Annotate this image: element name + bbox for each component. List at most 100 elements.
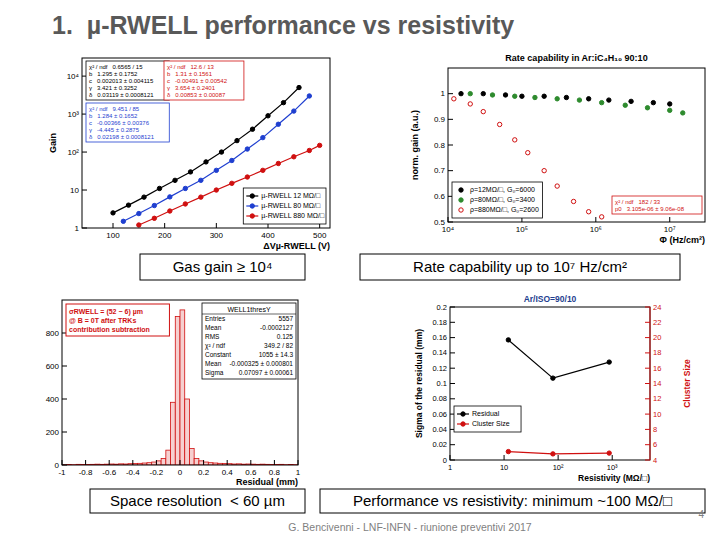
legend-label: ρ=12MΩ/□, G₀=6000 — [470, 186, 535, 194]
data-point — [668, 102, 672, 106]
stats-label: Constant — [205, 351, 231, 358]
data-point — [183, 186, 187, 190]
y-tick-label: 1 — [441, 89, 446, 98]
stats-value: 349.2 / 82 — [264, 342, 293, 349]
legend-label: Cluster Size — [472, 420, 510, 427]
fit-box-line: b 1.31 ± 0.1561 — [167, 71, 213, 77]
plot-bg — [450, 307, 650, 460]
data-point — [577, 98, 581, 102]
y-tick-label: 0.14 — [432, 348, 447, 357]
fit-box-line: c 0.002013 ± 0.004115 — [89, 78, 154, 84]
x-tick — [180, 460, 181, 465]
y-tick — [62, 366, 67, 367]
y-tick-label: 800 — [46, 329, 60, 338]
y-tick-label: 10⁴ — [67, 72, 80, 81]
y-tick-label: 0.9 — [434, 115, 446, 124]
legend-marker — [461, 412, 465, 416]
x-tick — [250, 460, 251, 465]
data-point — [307, 148, 311, 152]
y2-tick-label: 12 — [653, 394, 661, 403]
y-tick-label: 10 — [70, 186, 79, 195]
hist-bar — [194, 458, 199, 465]
x-tick-label: -0.6 — [102, 468, 116, 477]
chart: 10020030040050011010²10³10⁴ΔVµ-RWELL (V)… — [48, 58, 330, 251]
data-point — [214, 168, 218, 172]
x-axis-label: ΔVµ-RWELL (V) — [263, 241, 330, 251]
data-point — [126, 203, 130, 207]
footer: G. Bencivenni - LNF-INFN - riunione prev… — [288, 521, 532, 533]
plot-bg — [62, 300, 298, 465]
data-point — [199, 178, 203, 182]
stats-label: Mean — [205, 360, 222, 367]
hist-bar — [171, 402, 176, 465]
fit-box — [86, 103, 169, 142]
data-point — [459, 91, 463, 95]
x-tick-label: 10⁵ — [516, 225, 528, 234]
y-tick-label: 0.5 — [434, 218, 446, 227]
data-point — [137, 211, 141, 215]
x-tick — [216, 223, 217, 228]
x-tick — [203, 460, 204, 465]
y-tick — [448, 119, 453, 120]
legend-marker — [461, 422, 465, 426]
x-tick-label: -0.2 — [150, 468, 164, 477]
x-tick-label: 200 — [158, 231, 172, 240]
caption-box — [320, 489, 705, 513]
y2-tick — [645, 414, 650, 415]
y-tick-label: 10³ — [67, 110, 79, 119]
data-point — [199, 195, 203, 199]
x-tick-label: 0.6 — [245, 468, 257, 477]
fit-box-line: b 1.284 ± 0.1652 — [89, 113, 138, 119]
x-tick-label: 400 — [261, 231, 275, 240]
slide: 1. µ-RWELL performance vs resistivityGas… — [0, 0, 720, 540]
data-point — [168, 195, 172, 199]
series-line — [508, 452, 609, 454]
x-tick — [164, 223, 165, 228]
caption: Gas gain ≥ 10⁴ — [173, 258, 273, 275]
data-point — [307, 94, 311, 98]
y2-tick-label: 8 — [653, 425, 657, 434]
hist-bar — [185, 399, 190, 465]
data-point — [555, 97, 559, 101]
y-tick — [450, 322, 455, 323]
data-point — [292, 155, 296, 159]
data-point — [297, 85, 301, 89]
hist-bar — [180, 310, 185, 465]
y2-tick — [645, 368, 650, 369]
y-tick — [82, 152, 87, 153]
legend-label: Residual — [472, 410, 500, 417]
x-tick-label: -0.4 — [126, 468, 140, 477]
y-tick-label: 0.06 — [432, 410, 447, 419]
data-point — [607, 360, 611, 364]
y-tick — [62, 432, 67, 433]
y-tick-label: 0.8 — [434, 141, 446, 150]
fit-box — [164, 61, 244, 100]
fit-box-line: δ 0.00853 ± 0.00087 — [167, 92, 226, 98]
chart-title: Ar/ISO=90/10 — [524, 294, 577, 304]
y-tick-label: 0.16 — [432, 333, 447, 342]
data-point — [542, 168, 546, 172]
x-tick — [612, 455, 613, 460]
x-tick-label: 0.2 — [198, 468, 210, 477]
y-tick-label: 0.02 — [432, 440, 447, 449]
data-point — [230, 158, 234, 162]
fit-box-line: χ² / ndf 12.6 / 13 — [167, 64, 215, 70]
caption-box — [360, 254, 680, 280]
y2-tick-label: 20 — [653, 333, 661, 342]
x-tick — [450, 455, 451, 460]
y-tick-label: 0 — [443, 456, 447, 465]
fit-box-line: c -0.00491 ± 0.00542 — [167, 78, 228, 84]
data-point — [276, 161, 280, 165]
chart: 11010²10³00.020.040.060.080.10.120.140.1… — [414, 294, 692, 483]
chart-title: Rate capability in Ar:iC₄H₁₀ 90:10 — [505, 53, 647, 63]
stats-value: 1055 ± 14.3 — [259, 351, 294, 358]
x-tick — [669, 217, 670, 222]
plot-frame — [82, 58, 330, 228]
data-point — [586, 210, 590, 214]
x-tick-label: 0.4 — [222, 468, 234, 477]
x-tick — [113, 223, 114, 228]
hist-bar — [199, 461, 204, 465]
fit-box-line: γ 3.421 ± 0.3252 — [89, 85, 138, 91]
stats-label: Mean — [205, 324, 222, 331]
y-tick-label: 0.1 — [437, 379, 447, 388]
